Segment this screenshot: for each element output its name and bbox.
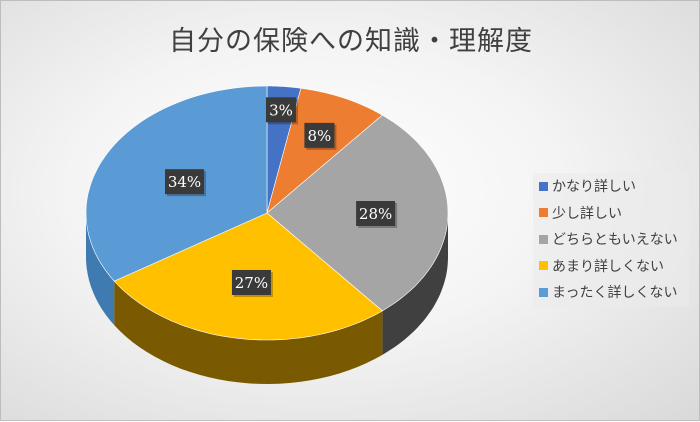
legend: かなり詳しい 少し詳しいどちらともいえない あまり詳しくない まったく詳しくない <box>533 173 689 307</box>
legend-item: 少し詳しい <box>533 200 689 227</box>
data-label: 28% <box>356 201 398 228</box>
svg-text:3%: 3% <box>269 101 293 119</box>
svg-text:8%: 8% <box>308 127 332 145</box>
data-label: 34% <box>165 169 207 197</box>
pie-side-2 <box>382 213 448 355</box>
data-label: 27% <box>231 269 273 297</box>
svg-text:34%: 34% <box>168 173 201 191</box>
legend-item: どちらともいえない <box>533 226 689 253</box>
legend-swatch <box>539 287 548 297</box>
data-label: 8% <box>304 122 337 150</box>
legend-item: かなり詳しい <box>533 173 689 200</box>
legend-swatch <box>539 181 548 191</box>
legend-item: まったく詳しくない <box>533 279 689 306</box>
legend-label: かなり詳しい <box>552 179 636 196</box>
svg-text:28%: 28% <box>359 205 392 223</box>
pie-side-4 <box>86 213 115 326</box>
legend-label: あまり詳しくない <box>552 258 664 275</box>
legend-swatch <box>539 208 548 218</box>
legend-label: どちらともいえない <box>552 232 678 249</box>
legend-label: 少し詳しい <box>552 205 622 222</box>
data-label: 3% <box>265 97 298 125</box>
legend-item: あまり詳しくない <box>533 253 689 280</box>
pie-sides <box>86 213 448 384</box>
svg-text:27%: 27% <box>235 274 268 292</box>
legend-swatch <box>539 261 548 271</box>
legend-label: まったく詳しくない <box>552 285 678 302</box>
pie-side-3 <box>114 281 383 384</box>
chart-title: 自分の保険への知識・理解度 <box>169 26 533 57</box>
legend-swatch <box>539 234 548 244</box>
